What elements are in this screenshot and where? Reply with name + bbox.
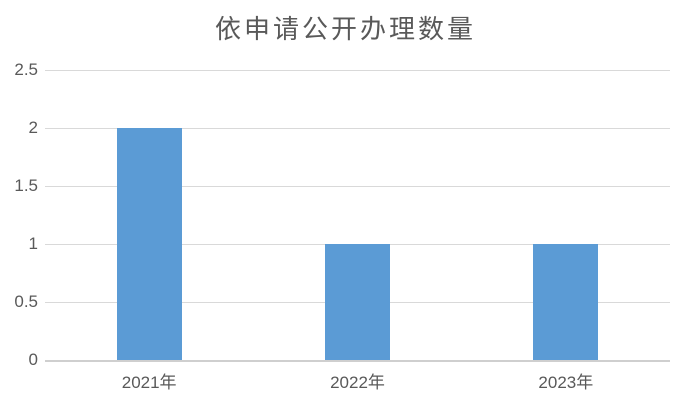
y-tick-label: 0.5 [14, 292, 38, 311]
y-tick-label: 0 [28, 350, 38, 369]
y-tick-label: 1 [28, 234, 38, 253]
y-tick-label: 1.5 [14, 176, 38, 195]
x-tick-label: 2023年 [538, 373, 594, 392]
plot-area [45, 70, 670, 362]
y-axis: 0 0.5 1 1.5 2 2.5 [0, 61, 38, 369]
x-axis: 2021年 2022年 2023年 [45, 373, 670, 397]
bar-2023年 [533, 244, 599, 360]
y-tick-label: 2.5 [14, 60, 38, 79]
x-tick-label: 2022年 [330, 373, 385, 392]
gridline [45, 128, 670, 129]
gridline [45, 186, 670, 187]
chart-title: 依申请公开办理数量 [214, 15, 476, 44]
bar-2021年 [116, 128, 182, 360]
x-tick-label: 2021年 [121, 373, 177, 392]
y-tick-label: 2 [28, 118, 38, 137]
bar-2022年 [325, 244, 390, 360]
gridline [45, 70, 670, 71]
